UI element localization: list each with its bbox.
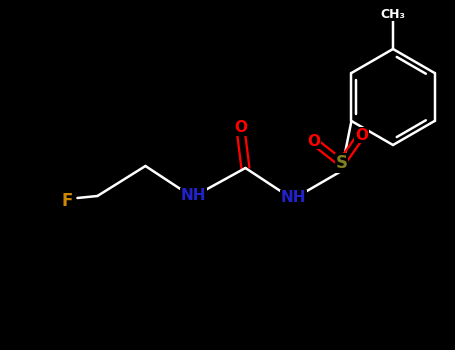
Text: S: S: [335, 154, 348, 172]
Text: NH: NH: [181, 189, 206, 203]
Text: O: O: [307, 133, 320, 148]
Text: O: O: [355, 127, 368, 142]
Text: NH: NH: [281, 190, 306, 205]
Text: F: F: [62, 192, 73, 210]
Text: O: O: [234, 120, 247, 135]
Text: CH₃: CH₃: [380, 7, 405, 21]
